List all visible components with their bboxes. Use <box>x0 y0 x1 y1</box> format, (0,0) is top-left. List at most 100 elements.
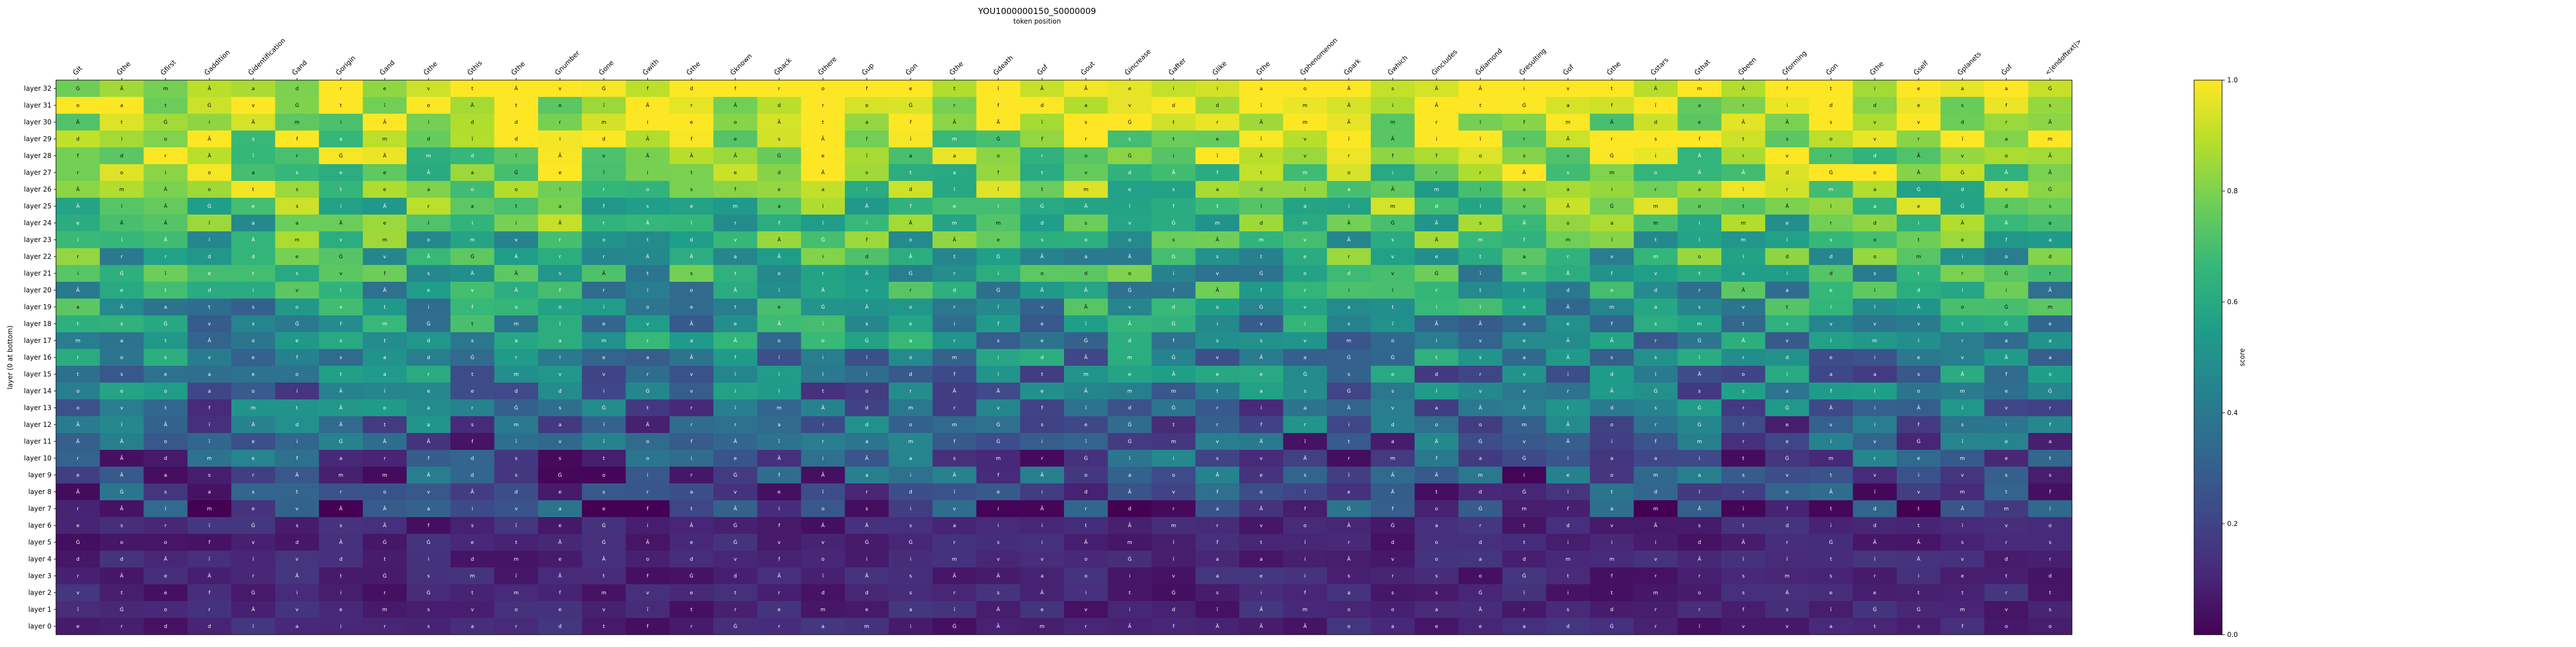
cell-label: a <box>1216 506 1219 512</box>
heatmap-cell <box>1590 97 1634 114</box>
cell-label: d <box>296 540 299 546</box>
heatmap-cell <box>231 181 276 198</box>
heatmap-cell <box>1064 131 1108 148</box>
heatmap-cell <box>1370 97 1415 114</box>
cell-label: o <box>865 103 869 109</box>
cell-label: Ġ <box>382 573 386 579</box>
cell-label: Ä <box>339 220 343 226</box>
cell-label: f <box>1698 137 1701 142</box>
cell-label: v <box>646 590 650 596</box>
heatmap-cell <box>801 114 846 131</box>
cell-label: a <box>208 490 211 495</box>
heatmap-cell <box>1809 97 1854 114</box>
cell-label: ï <box>1961 523 1963 529</box>
heatmap-cell <box>319 131 363 148</box>
cell-label: i <box>296 439 298 445</box>
cell-label: v <box>1961 355 1964 361</box>
cell-label: e <box>1523 338 1526 344</box>
cell-label: a <box>953 170 956 176</box>
heatmap-cell <box>407 198 451 215</box>
cell-label: Ä <box>1917 170 1921 176</box>
cell-label: v <box>2005 187 2008 193</box>
cell-label: Ã <box>76 489 80 495</box>
cell-label: r <box>1830 221 1832 226</box>
heatmap-cell <box>1984 80 2029 97</box>
cell-label: Ä <box>1216 623 1220 630</box>
cell-label: Ã <box>777 321 781 327</box>
cell-label: Ã <box>690 321 694 327</box>
cell-label: i <box>1217 322 1219 327</box>
x-tick-label: Ġout <box>1079 59 1096 77</box>
cell-label: a <box>558 338 562 344</box>
cell-label: Ġ <box>514 405 518 411</box>
cell-label: r <box>953 406 955 411</box>
cell-label: ï <box>1304 540 1306 546</box>
cell-label: a <box>427 406 430 411</box>
cell-label: r <box>77 506 79 512</box>
cell-label: m <box>1609 557 1614 562</box>
cell-label: o <box>822 338 825 344</box>
cell-label: Ä <box>1478 607 1482 613</box>
cell-label: s <box>1041 238 1044 243</box>
cell-label: t <box>1830 473 1832 478</box>
cell-label: m <box>1478 473 1483 478</box>
cell-label: s <box>1260 338 1263 344</box>
cell-label: r <box>734 221 736 226</box>
heatmap-cell <box>888 215 933 232</box>
cell-label: o <box>1873 170 1877 176</box>
cell-label: v <box>865 170 869 176</box>
cell-label: Ã <box>1128 321 1132 327</box>
cell-label: t <box>603 624 605 630</box>
cell-label: s <box>339 523 342 529</box>
cell-label: Ã <box>1829 489 1833 495</box>
cell-label: v <box>1786 153 1789 159</box>
cell-label: e <box>76 523 80 529</box>
cell-label: v <box>2005 607 2008 613</box>
cell-label: r <box>1611 137 1613 142</box>
heatmap-cell <box>1239 131 1284 148</box>
cell-label: Ġ <box>996 422 1000 428</box>
cell-label: Ä <box>76 439 80 445</box>
cell-label: ï <box>778 439 780 445</box>
cell-label: Ä <box>865 304 869 310</box>
cell-label: e <box>558 170 562 176</box>
cell-label: Ã <box>953 119 956 125</box>
cell-label: o <box>909 238 912 243</box>
x-tick-label: Ġincludes <box>1429 47 1459 77</box>
cell-label: Ã <box>1610 388 1614 394</box>
x-tick-label: Ġon <box>1823 61 1839 77</box>
cell-label: s <box>997 590 1000 596</box>
cell-label: i <box>559 137 561 142</box>
cell-label: Ä <box>383 203 387 210</box>
cell-label: d <box>471 456 474 462</box>
cell-label: i <box>515 221 517 226</box>
cell-label: s <box>296 187 298 193</box>
cell-label: ï <box>734 406 736 411</box>
cell-label: a <box>1611 221 1614 226</box>
cell-label: Ġ <box>339 254 343 260</box>
cell-label: i <box>1655 540 1656 546</box>
x-tick-label: Ġback <box>772 55 793 77</box>
cell-label: i <box>1173 456 1174 462</box>
heatmap-cell <box>1108 131 1152 148</box>
cell-label: t <box>1523 288 1525 294</box>
cell-label: d <box>1216 103 1219 109</box>
cell-label: Ä <box>1961 506 1964 512</box>
cell-label: d <box>296 422 299 428</box>
cell-label: Ã <box>953 573 956 579</box>
cell-label: m <box>1566 238 1571 243</box>
cell-label: s <box>1742 574 1745 579</box>
cell-label: o <box>1611 473 1614 478</box>
cell-label: s <box>1392 238 1394 243</box>
cell-label: f <box>910 204 912 210</box>
cell-label: d <box>208 254 211 260</box>
cell-label: o <box>164 607 167 613</box>
cell-label: Ã <box>690 523 694 529</box>
cell-label: d <box>1785 523 1789 529</box>
cell-label: v <box>1830 322 1833 327</box>
cell-label: m <box>908 406 913 411</box>
cell-label: r <box>1786 187 1788 193</box>
cell-label: ï <box>1260 204 1262 210</box>
cell-label: Ã <box>734 338 738 344</box>
cell-label: o <box>778 338 781 344</box>
